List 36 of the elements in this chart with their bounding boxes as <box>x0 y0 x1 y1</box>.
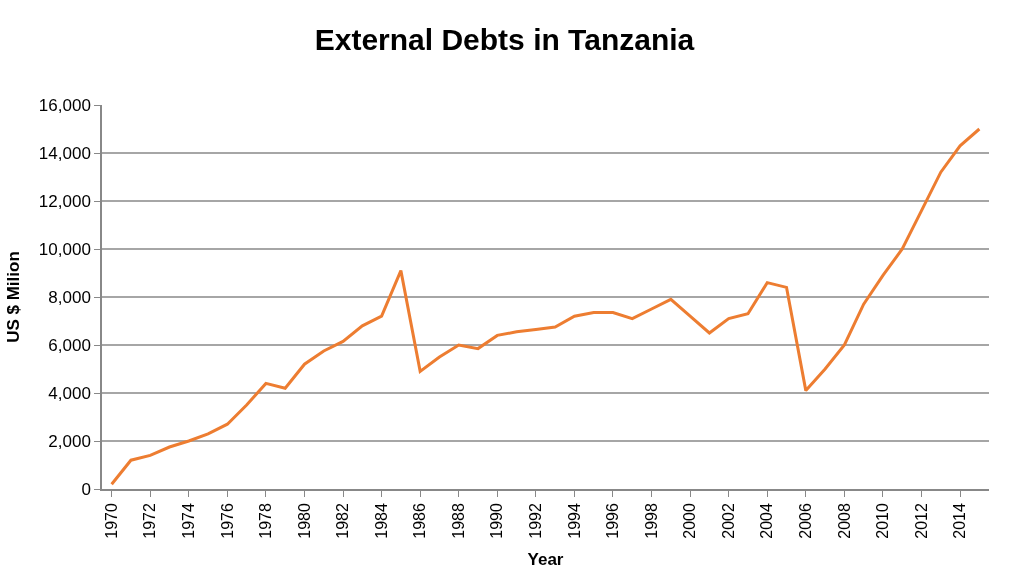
chart-title: External Debts in Tanzania <box>314 22 695 56</box>
x-tick-label: 1986 <box>411 503 429 539</box>
x-tick-label: 1994 <box>565 503 583 539</box>
x-tick-label: 1972 <box>141 503 159 539</box>
x-tick-label: 1990 <box>488 503 506 539</box>
x-tick-label: 1992 <box>527 503 545 539</box>
x-tick-label: 1978 <box>257 503 275 539</box>
x-axis-title: Year <box>527 549 564 569</box>
x-tick-label: 2000 <box>681 503 699 539</box>
y-tick-label: 2,000 <box>48 431 91 451</box>
x-tick-label: 2004 <box>758 503 776 539</box>
y-tick-label: 12,000 <box>38 191 91 211</box>
x-tick-label: 1998 <box>642 503 660 539</box>
y-tick-label: 14,000 <box>38 143 91 163</box>
x-tick-label: 1974 <box>179 503 197 539</box>
x-tick-label: 2014 <box>951 503 969 539</box>
x-tick-label: 1984 <box>372 503 390 539</box>
y-tick-label: 0 <box>81 479 91 499</box>
y-tick-label: 16,000 <box>38 95 91 115</box>
y-axis-title: US $ Milion <box>3 251 23 343</box>
x-tick-label: 1976 <box>218 503 236 539</box>
x-tick-label: 2012 <box>912 503 930 539</box>
x-tick-label: 2006 <box>797 503 815 539</box>
x-tick-label: 2008 <box>835 503 853 539</box>
x-tick-label: 1988 <box>449 503 467 539</box>
y-tick-label: 4,000 <box>48 383 91 403</box>
x-tick-label: 1996 <box>604 503 622 539</box>
x-tick-label: 2010 <box>874 503 892 539</box>
x-tick-label: 2002 <box>719 503 737 539</box>
y-tick-label: 10,000 <box>38 239 91 259</box>
y-tick-label: 8,000 <box>48 287 91 307</box>
line-series <box>110 127 981 486</box>
x-tick-label: 1970 <box>102 503 120 539</box>
x-tick-label: 1980 <box>295 503 313 539</box>
y-tick-label: 6,000 <box>48 335 91 355</box>
x-tick-label: 1982 <box>334 503 352 539</box>
